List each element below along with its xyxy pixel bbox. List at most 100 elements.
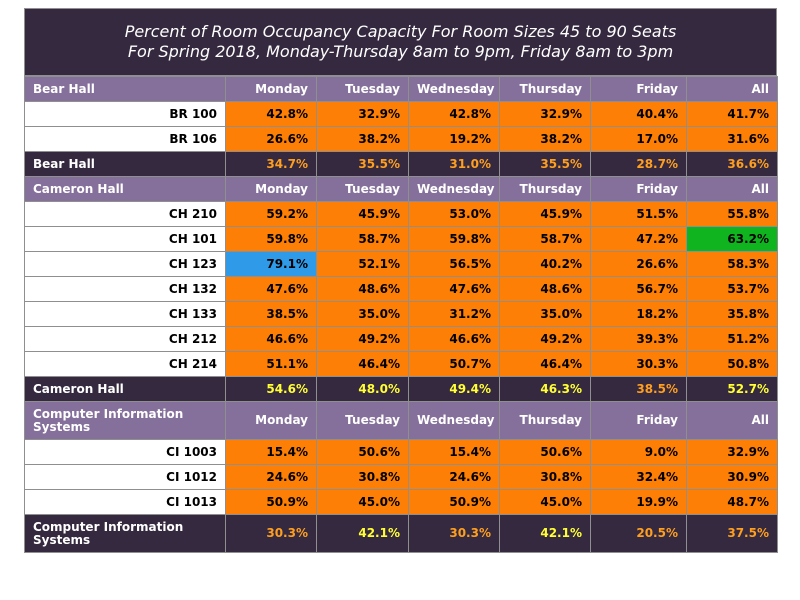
room-label: CI 1003 [24, 439, 226, 465]
occupancy-cell: 51.5% [590, 201, 687, 227]
column-header: Thursday [499, 76, 591, 102]
section-summary-row: Computer Information Systems 30.3% 42.1% 30… [24, 514, 778, 553]
room-label: CH 132 [24, 276, 226, 302]
column-header: Monday [225, 401, 317, 440]
occupancy-table: Bear Hall Monday Tuesday Wednesday Thursday F… [24, 76, 778, 553]
column-header: Thursday [499, 401, 591, 440]
occupancy-cell: 47.6% [408, 276, 500, 302]
occupancy-cell: 38.5% [225, 301, 317, 327]
occupancy-cell: 63.2% [686, 226, 778, 252]
occupancy-cell: 50.8% [686, 351, 778, 377]
summary-cell: 48.0% [316, 376, 409, 402]
occupancy-cell: 46.6% [408, 326, 500, 352]
column-header: Friday [590, 76, 687, 102]
occupancy-cell: 24.6% [225, 464, 317, 490]
occupancy-cell: 35.0% [316, 301, 409, 327]
occupancy-cell: 48.6% [499, 276, 591, 302]
column-header: Thursday [499, 176, 591, 202]
hall-name: Bear Hall [24, 76, 226, 102]
occupancy-cell: 42.8% [408, 101, 500, 127]
occupancy-cell: 50.6% [316, 439, 409, 465]
occupancy-cell: 30.9% [686, 464, 778, 490]
summary-cell: 30.3% [408, 514, 500, 553]
occupancy-cell: 46.4% [316, 351, 409, 377]
room-row: CH 101 59.8% 58.7% 59.8% 58.7% 47.2% 63.2% [24, 226, 778, 252]
room-row: BR 100 42.8% 32.9% 42.8% 32.9% 40.4% 41.7% [24, 101, 778, 127]
occupancy-cell: 47.6% [225, 276, 317, 302]
section-header-row: Cameron Hall Monday Tuesday Wednesday Thursd… [24, 176, 778, 202]
occupancy-cell: 26.6% [590, 251, 687, 277]
occupancy-cell: 49.2% [316, 326, 409, 352]
room-label: CH 133 [24, 301, 226, 327]
section-header-row: Computer Information Systems Monday Tuesda… [24, 401, 778, 440]
room-row: CH 210 59.2% 45.9% 53.0% 45.9% 51.5% 55.8% [24, 201, 778, 227]
section-summary-row: Cameron Hall 54.6% 48.0% 49.4% 46.3% 38.5% 52.… [24, 376, 778, 402]
column-header: Monday [225, 76, 317, 102]
occupancy-cell: 58.7% [316, 226, 409, 252]
section-summary-row: Bear Hall 34.7% 35.5% 31.0% 35.5% 28.7% 36.6% [24, 151, 778, 177]
occupancy-table-body: Bear Hall Monday Tuesday Wednesday Thursday F… [24, 76, 778, 553]
occupancy-cell: 53.7% [686, 276, 778, 302]
occupancy-cell: 51.1% [225, 351, 317, 377]
room-label: CH 214 [24, 351, 226, 377]
occupancy-cell: 45.0% [499, 489, 591, 515]
occupancy-cell: 42.8% [225, 101, 317, 127]
hall-summary-label: Cameron Hall [24, 376, 226, 402]
room-row: CI 1003 15.4% 50.6% 15.4% 50.6% 9.0% 32.9% [24, 439, 778, 465]
summary-cell: 35.5% [499, 151, 591, 177]
column-header: Wednesday [408, 176, 500, 202]
summary-cell: 52.7% [686, 376, 778, 402]
occupancy-cell: 35.0% [499, 301, 591, 327]
occupancy-cell: 15.4% [408, 439, 500, 465]
hall-name: Computer Information Systems [24, 401, 226, 440]
summary-cell: 37.5% [686, 514, 778, 553]
occupancy-cell: 32.9% [686, 439, 778, 465]
summary-cell: 35.5% [316, 151, 409, 177]
room-label: CH 212 [24, 326, 226, 352]
occupancy-cell: 50.9% [225, 489, 317, 515]
occupancy-cell: 45.9% [316, 201, 409, 227]
occupancy-cell: 24.6% [408, 464, 500, 490]
occupancy-cell: 38.2% [499, 126, 591, 152]
occupancy-cell: 30.8% [499, 464, 591, 490]
summary-cell: 30.3% [225, 514, 317, 553]
occupancy-cell: 55.8% [686, 201, 778, 227]
occupancy-cell: 51.2% [686, 326, 778, 352]
occupancy-cell: 41.7% [686, 101, 778, 127]
occupancy-cell: 52.1% [316, 251, 409, 277]
room-row: CH 123 79.1% 52.1% 56.5% 40.2% 26.6% 58.3% [24, 251, 778, 277]
occupancy-cell: 15.4% [225, 439, 317, 465]
column-header: Wednesday [408, 401, 500, 440]
room-row: CI 1013 50.9% 45.0% 50.9% 45.0% 19.9% 48.7% [24, 489, 778, 515]
occupancy-cell: 17.0% [590, 126, 687, 152]
occupancy-chart: Percent of Room Occupancy Capacity For R… [24, 8, 778, 553]
summary-cell: 20.5% [590, 514, 687, 553]
summary-cell: 46.3% [499, 376, 591, 402]
occupancy-cell: 50.9% [408, 489, 500, 515]
occupancy-cell: 30.3% [590, 351, 687, 377]
hall-name: Cameron Hall [24, 176, 226, 202]
occupancy-cell: 31.2% [408, 301, 500, 327]
occupancy-cell: 32.9% [499, 101, 591, 127]
room-row: BR 106 26.6% 38.2% 19.2% 38.2% 17.0% 31.6% [24, 126, 778, 152]
occupancy-cell: 56.7% [590, 276, 687, 302]
column-header: Friday [590, 401, 687, 440]
occupancy-cell: 30.8% [316, 464, 409, 490]
occupancy-cell: 46.6% [225, 326, 317, 352]
occupancy-cell: 59.8% [408, 226, 500, 252]
occupancy-cell: 50.6% [499, 439, 591, 465]
summary-cell: 36.6% [686, 151, 778, 177]
room-label: CH 101 [24, 226, 226, 252]
occupancy-cell: 46.4% [499, 351, 591, 377]
summary-cell: 49.4% [408, 376, 500, 402]
summary-cell: 34.7% [225, 151, 317, 177]
room-label: BR 100 [24, 101, 226, 127]
column-header: Tuesday [316, 176, 409, 202]
occupancy-cell: 19.2% [408, 126, 500, 152]
occupancy-cell: 48.6% [316, 276, 409, 302]
occupancy-cell: 31.6% [686, 126, 778, 152]
occupancy-cell: 56.5% [408, 251, 500, 277]
column-header: Tuesday [316, 76, 409, 102]
occupancy-cell: 50.7% [408, 351, 500, 377]
occupancy-cell: 38.2% [316, 126, 409, 152]
